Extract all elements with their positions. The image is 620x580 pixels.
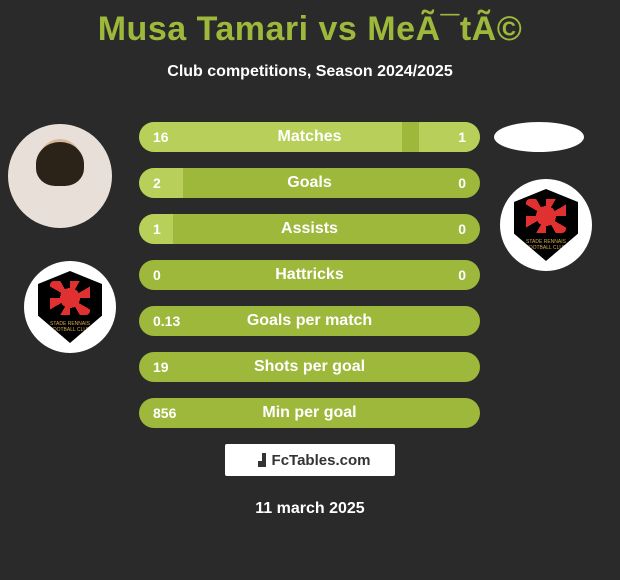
- page-title: Musa Tamari vs MeÃ¯tÃ©: [0, 0, 620, 49]
- footer-brand-badge: FcTables.com: [225, 444, 395, 476]
- bar-label: Assists: [139, 220, 480, 238]
- date-label: 11 march 2025: [0, 500, 620, 518]
- stat-bar: 19Shots per goal: [139, 352, 480, 382]
- page-subtitle: Club competitions, Season 2024/2025: [0, 63, 620, 81]
- stat-bar: 856Min per goal: [139, 398, 480, 428]
- club-badge-left: STADE RENNAIS FOOTBALL CLUB: [24, 261, 116, 353]
- club-badge-right: STADE RENNAIS FOOTBALL CLUB: [500, 179, 592, 271]
- bar-label: Hattricks: [139, 266, 480, 284]
- shield-icon: STADE RENNAIS FOOTBALL CLUB: [38, 271, 102, 343]
- bar-chart-icon: [250, 453, 268, 467]
- stat-bar: 1Assists0: [139, 214, 480, 244]
- shield-text: STADE RENNAIS FOOTBALL CLUB: [514, 240, 578, 251]
- stat-bar: 0.13Goals per match: [139, 306, 480, 336]
- bar-right-value: 1: [458, 129, 466, 145]
- bar-label: Goals per match: [139, 312, 480, 330]
- bar-right-value: 0: [458, 267, 466, 283]
- bar-label: Goals: [139, 174, 480, 192]
- player-left-avatar: [8, 124, 112, 228]
- footer-brand-text: FcTables.com: [272, 452, 371, 469]
- bar-right-value: 0: [458, 175, 466, 191]
- shield-text: STADE RENNAIS FOOTBALL CLUB: [38, 322, 102, 333]
- bar-label: Min per goal: [139, 404, 480, 422]
- player-right-avatar: [494, 122, 584, 152]
- stat-bar: 2Goals0: [139, 168, 480, 198]
- stat-bar: 16Matches1: [139, 122, 480, 152]
- bar-label: Matches: [139, 128, 480, 146]
- shield-icon: STADE RENNAIS FOOTBALL CLUB: [514, 189, 578, 261]
- stat-bar: 0Hattricks0: [139, 260, 480, 290]
- bar-label: Shots per goal: [139, 358, 480, 376]
- stats-bars: 16Matches12Goals01Assists00Hattricks00.1…: [139, 122, 480, 444]
- bar-right-value: 0: [458, 221, 466, 237]
